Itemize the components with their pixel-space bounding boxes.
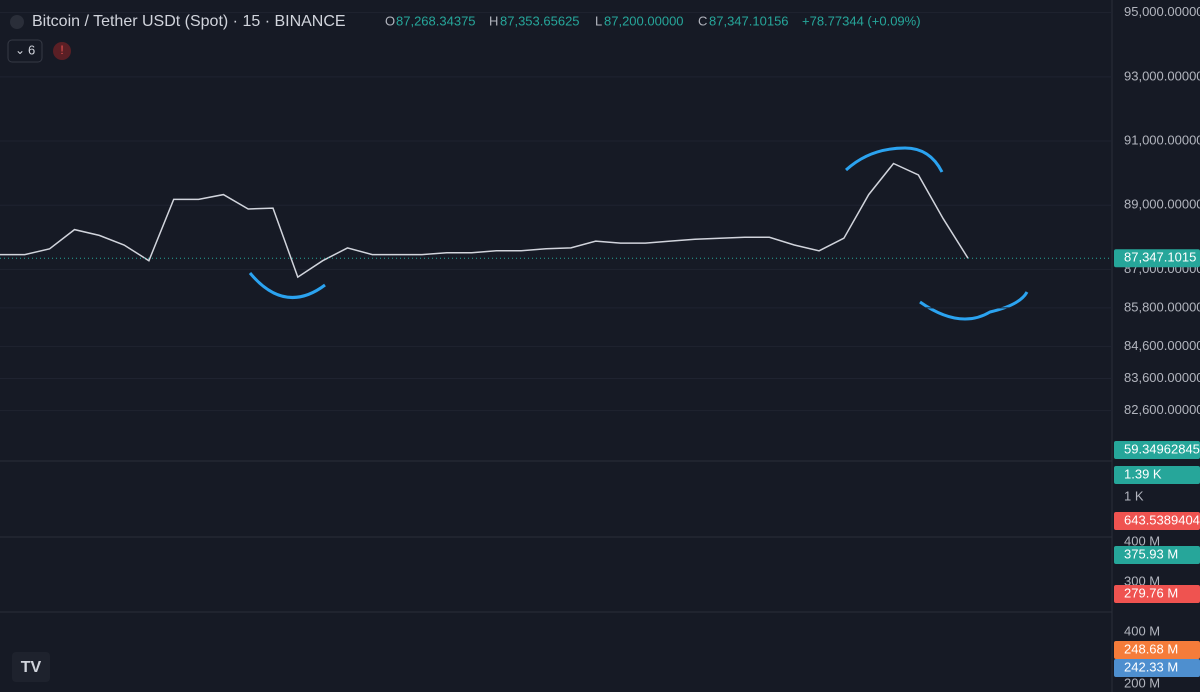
indicator-count: 6 <box>28 42 35 57</box>
ohlc-value: 87,347.10156 <box>709 13 789 28</box>
annotation-curve <box>248 272 326 299</box>
annotation-curve <box>844 146 944 173</box>
axis-label: 1.39 K <box>1124 466 1162 481</box>
ohlc-value: 87,200.00000 <box>604 13 684 28</box>
axis-label: 59.34962845 <box>1124 441 1200 456</box>
y-tick-label: 89,000.00000 <box>1124 197 1200 212</box>
ohlc-value: 87,353.65625 <box>500 13 580 28</box>
axis-label: 643.5389404 <box>1124 512 1200 527</box>
axis-label: 200 M <box>1124 675 1160 690</box>
axis-badge <box>1114 512 1200 530</box>
error-icon[interactable] <box>53 42 71 60</box>
y-tick-label: 93,000.00000 <box>1124 68 1200 83</box>
tv-logo[interactable] <box>12 652 50 682</box>
annotation-curve <box>919 291 1029 321</box>
ohlc-label: O <box>385 13 395 28</box>
axis-badge <box>1114 466 1200 484</box>
ohlc-label: C <box>698 13 707 28</box>
ohlc-label: H <box>489 13 498 28</box>
axis-label: 400 M <box>1124 623 1160 638</box>
axis-badge <box>1114 641 1200 659</box>
axis-badge <box>1114 546 1200 564</box>
y-tick-label: 85,800.00000 <box>1124 299 1200 314</box>
last-price-badge <box>1114 249 1200 268</box>
axis-badge <box>1114 659 1200 677</box>
axis-label: 279.76 M <box>1124 585 1178 600</box>
ohlc: O 87,268.34375 H 87,353.65625 L 87,200.0… <box>385 13 921 28</box>
symbol-icon <box>10 15 24 29</box>
indicator-toggle[interactable] <box>7 39 43 63</box>
ohlc-value: 87,268.34375 <box>396 13 476 28</box>
y-tick-label: 91,000.00000 <box>1124 132 1200 147</box>
error-mark: ! <box>60 43 63 57</box>
y-tick-label: 83,600.00000 <box>1124 370 1200 385</box>
axis-label: 1 K <box>1124 488 1144 503</box>
y-tick-label: 82,600.00000 <box>1124 402 1200 417</box>
axis-label: 242.33 M <box>1124 659 1178 674</box>
axis-label: 400 M <box>1124 533 1160 548</box>
tv-logo-text: TV <box>21 659 42 676</box>
axis-label: 300 M <box>1124 573 1160 588</box>
price-line <box>0 162 969 279</box>
last-price-label: 87,347.1015 <box>1124 250 1196 265</box>
chevron: ⌄ <box>15 43 25 57</box>
y-tick-label: 84,600.00000 <box>1124 338 1200 353</box>
symbol-title[interactable]: Bitcoin / Tether USDt (Spot) · 15 · BINA… <box>32 13 346 30</box>
y-tick-label: 95,000.00000 <box>1124 4 1200 19</box>
axis-badge <box>1114 585 1200 603</box>
axis-label: 248.68 M <box>1124 641 1178 656</box>
axis-badge <box>1114 441 1200 459</box>
axis-label: 375.93 M <box>1124 546 1178 561</box>
ohlc-change: +78.77344 (+0.09%) <box>802 13 921 28</box>
ohlc-label: L <box>595 13 602 28</box>
